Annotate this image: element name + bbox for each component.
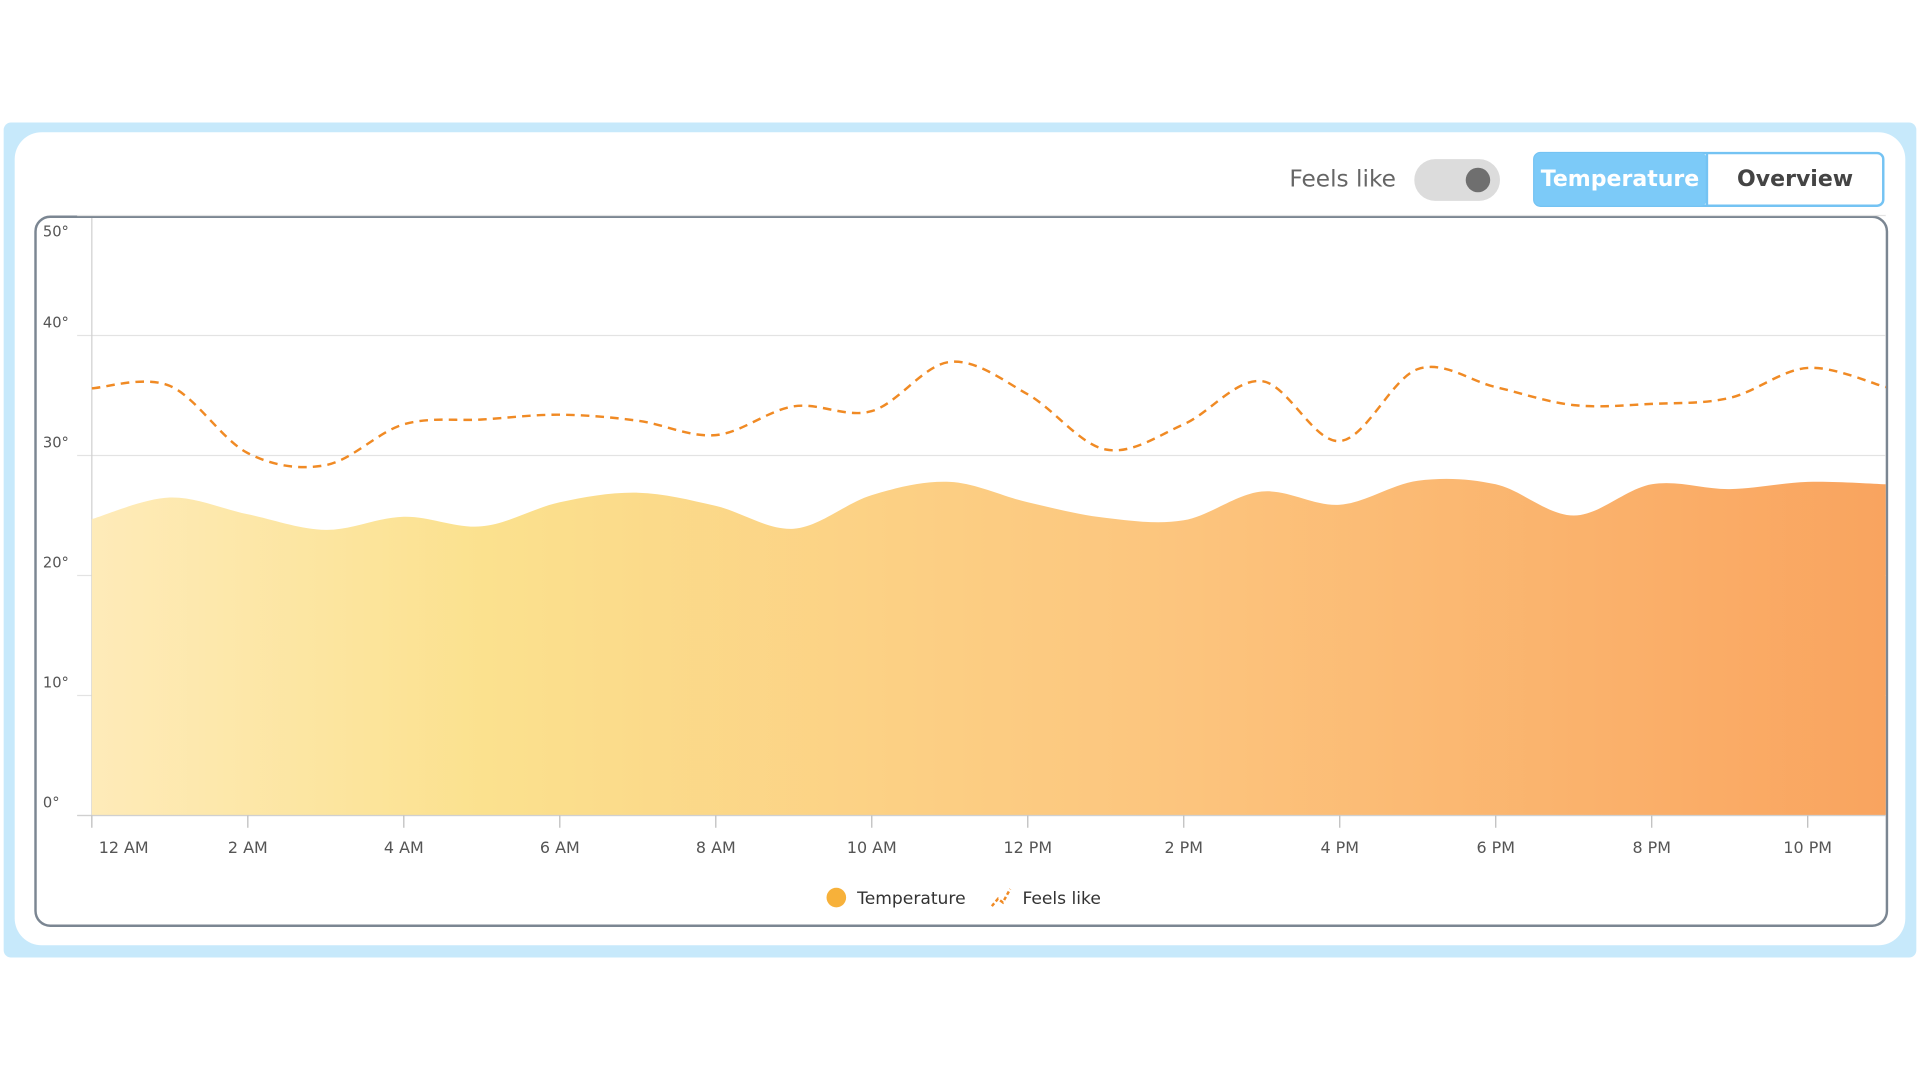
x-tick-label: 10 PM — [1783, 838, 1832, 857]
x-tick-label: 4 AM — [384, 838, 424, 857]
y-tick-label: 20° — [43, 554, 69, 571]
temperature-area — [91, 478, 1886, 816]
legend-swatch — [990, 888, 1012, 907]
x-tick-label: 10 AM — [847, 838, 897, 857]
y-tick-label: 0° — [43, 794, 60, 811]
y-tick-label: 10° — [43, 674, 69, 691]
x-tick-label: 12 AM — [99, 838, 149, 857]
y-tick-label: 30° — [43, 434, 69, 451]
legend: Temperature Feels like — [826, 887, 1101, 909]
feels-like-line — [91, 360, 1887, 469]
x-tick-label: 8 PM — [1632, 838, 1671, 857]
x-tick-label: 6 AM — [540, 838, 580, 857]
legend-label: Temperature — [856, 889, 965, 909]
feels-like-toggle[interactable] — [1414, 159, 1500, 201]
x-tick-label: 4 PM — [1321, 838, 1360, 857]
plot: 0° 10° 20° 30° 40° 50° 12 AM 2 AM 4 AM 6 AM 8 AM 10… — [43, 214, 1887, 909]
feels-like-label: Feels like — [1289, 165, 1396, 192]
chart-frame — [34, 215, 1889, 927]
legend-label: Feels like — [1022, 889, 1100, 909]
y-tick-label: 40° — [43, 314, 69, 331]
tab-temperature-label[interactable]: Temperature — [1541, 167, 1699, 192]
x-tick-label: 2 AM — [228, 838, 268, 857]
x-tick-label: 8 AM — [696, 838, 736, 857]
y-tick-label: 50° — [43, 224, 69, 241]
x-tick-label: 6 PM — [1476, 838, 1515, 857]
x-tick-label: 12 PM — [1003, 838, 1052, 857]
legend-swatch — [826, 887, 847, 908]
tab-overview-label[interactable]: Overview — [1737, 167, 1853, 192]
tab-temperature[interactable] — [1534, 153, 1707, 206]
x-tick-label: 2 PM — [1165, 838, 1204, 857]
toggle-knob[interactable] — [1465, 167, 1491, 193]
